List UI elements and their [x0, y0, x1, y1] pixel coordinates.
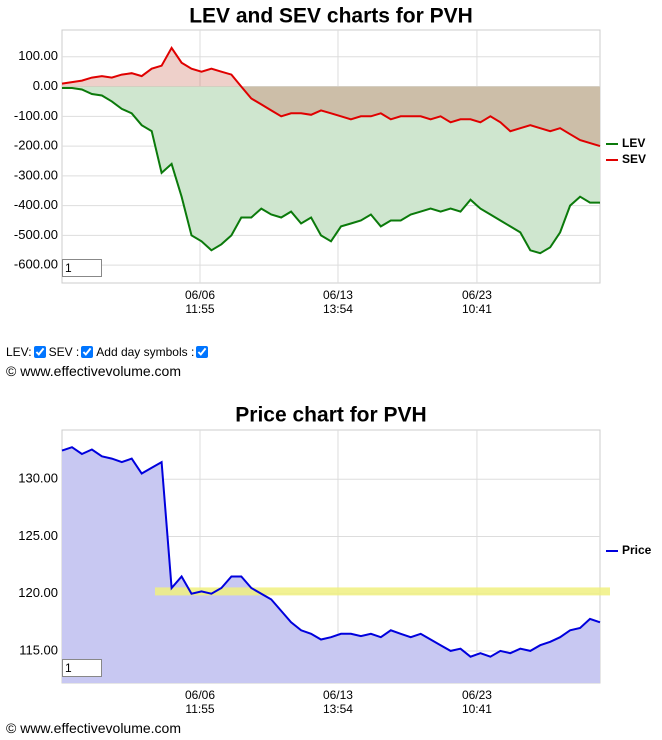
level-band [155, 587, 610, 596]
copyright: © www.effectivevolume.com [6, 363, 182, 379]
area [62, 447, 600, 683]
area [62, 86, 600, 254]
y-tick-label: -400.00 [14, 197, 58, 212]
line [62, 87, 600, 255]
line [61, 45, 601, 148]
control-label: Add day symbols : [96, 345, 195, 359]
legend-label: LEV [622, 136, 645, 150]
y-tick-label: 120.00 [18, 585, 58, 600]
zoom-input[interactable]: 1 [62, 659, 102, 677]
controls: LEV: SEV : Add day symbols : [6, 345, 211, 359]
y-tick-label: 100.00 [18, 48, 58, 63]
y-tick-label: -500.00 [14, 227, 58, 242]
y-tick-label: 125.00 [18, 528, 58, 543]
chart-title: LEV and SEV charts for PVH [189, 5, 473, 28]
chart-title: Price chart for PVH [235, 404, 426, 427]
copyright: © www.effectivevolume.com [6, 720, 182, 736]
x-tick-label: 06/06 11:55 [184, 288, 215, 316]
control-label: LEV: [6, 345, 32, 359]
control-label: SEV : [48, 345, 80, 359]
area [62, 47, 600, 147]
y-tick-label: -200.00 [14, 138, 58, 153]
x-tick-label: 06/13 13:54 [322, 688, 353, 716]
x-tick-label: 06/23 10:41 [461, 288, 492, 316]
y-tick-label: 0.00 [33, 78, 58, 93]
x-tick-label: 06/06 11:55 [184, 688, 215, 716]
y-tick-label: 130.00 [18, 471, 58, 486]
y-tick-label: -100.00 [14, 108, 58, 123]
y-tick-label: -300.00 [14, 167, 58, 182]
legend-label: Price [622, 543, 652, 557]
zoom-input[interactable]: 1 [62, 259, 102, 277]
y-tick-label: 115.00 [19, 642, 58, 657]
checkbox[interactable] [81, 346, 94, 358]
legend-label: SEV [622, 152, 646, 166]
y-tick-label: -600.00 [14, 257, 58, 272]
checkbox[interactable] [33, 346, 46, 358]
line [61, 446, 601, 658]
x-tick-label: 06/23 10:41 [461, 688, 492, 716]
x-tick-label: 06/13 13:54 [322, 288, 353, 316]
checkbox[interactable] [196, 346, 209, 358]
